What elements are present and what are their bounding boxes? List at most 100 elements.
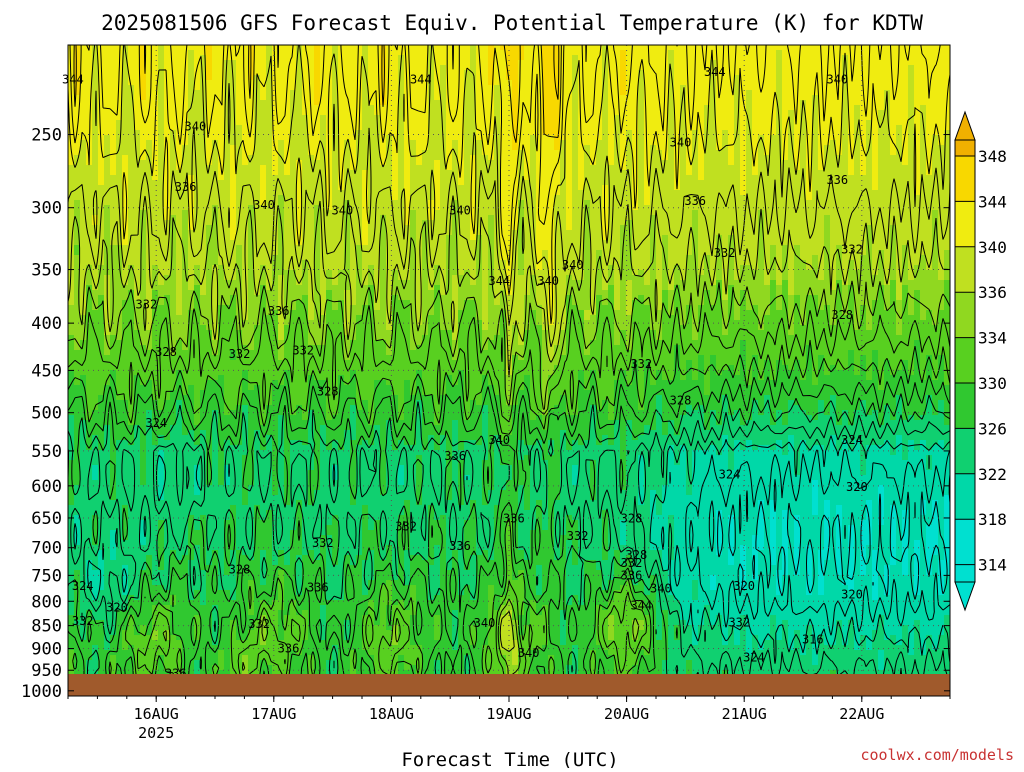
x-tick-label: 17AUG (251, 705, 296, 723)
colorbar-segment (955, 383, 975, 428)
contour-label: 328 (831, 308, 853, 322)
contour-label: 324 (743, 650, 765, 664)
contour-label: 336 (175, 180, 197, 194)
colorbar: 348 344 340 336 334 330 326 322 318 314 (955, 112, 1007, 610)
contour-label: 332 (395, 520, 417, 534)
contour-label: 332 (841, 243, 863, 257)
contour-label: 340 (518, 646, 540, 660)
contour-label: 336 (826, 173, 848, 187)
y-tick-label: 700 (31, 539, 62, 559)
contour-label: 324 (72, 579, 94, 593)
y-tick-label: 850 (31, 617, 62, 637)
y-tick-label: 650 (31, 509, 62, 529)
x-tick-sublabel: 2025 (138, 724, 174, 742)
y-tick-label: 400 (31, 314, 62, 334)
colorbar-bottom-arrow (955, 582, 975, 610)
ground (68, 674, 950, 696)
contour-label: 340 (670, 135, 692, 149)
contour-label: 332 (728, 615, 750, 629)
contour-label: 340 (488, 433, 510, 447)
chart-title: 2025081506 GFS Forecast Equiv. Potential… (101, 11, 923, 35)
y-tick-label: 900 (31, 640, 62, 660)
contour-label: 324 (719, 467, 741, 481)
contour-label: 332 (312, 536, 334, 550)
contour-label: 336 (444, 449, 466, 463)
contour-label: 336 (684, 194, 706, 208)
colorbar-label: 330 (978, 374, 1007, 393)
colorbar-label: 348 (978, 147, 1007, 166)
contour-label: 340 (537, 274, 559, 288)
colorbar-segment (955, 292, 975, 337)
y-tick-label: 950 (31, 661, 62, 681)
contour-label: 328 (155, 345, 177, 359)
contour-label: 332 (229, 347, 251, 361)
contour-label: 332 (136, 298, 158, 312)
colorbar-segment (955, 565, 975, 582)
contour-label: 340 (253, 198, 275, 212)
x-tick-label: 16AUG (134, 705, 179, 723)
contour-label: 320 (841, 588, 863, 602)
contour-label: 320 (733, 579, 755, 593)
contour-label: 332 (248, 617, 270, 631)
contour-label: 320 (846, 480, 868, 494)
y-tick-label: 550 (31, 442, 62, 462)
y-tick-label: 450 (31, 361, 62, 381)
contour-label: 332 (630, 357, 652, 371)
contour-label: 328 (670, 393, 692, 407)
contour-label: 328 (229, 562, 251, 576)
contour-label: 344 (410, 73, 432, 87)
contour-label: 328 (621, 512, 643, 526)
colorbar-top-arrow (955, 112, 975, 140)
colorbar-segment (955, 201, 975, 246)
x-tick-label: 21AUG (722, 705, 767, 723)
x-tick-label: 22AUG (839, 705, 884, 723)
contour-label: 336 (268, 304, 290, 318)
contour-label: 340 (332, 203, 354, 217)
colorbar-segment (955, 156, 975, 201)
colorbar-label: 322 (978, 465, 1007, 484)
y-tick-label: 300 (31, 199, 62, 219)
x-tick-label: 19AUG (486, 705, 531, 723)
y-tick-label: 350 (31, 261, 62, 281)
y-tick-label: 600 (31, 477, 62, 497)
colorbar-segment (955, 519, 975, 564)
contour-label: 340 (474, 616, 496, 630)
contour-label: 340 (562, 258, 584, 272)
contour-label: 344 (630, 598, 652, 612)
contour-label: 328 (317, 384, 339, 398)
contour-label: 320 (106, 600, 128, 614)
colorbar-segment (955, 140, 975, 156)
contour-label: 336 (278, 642, 300, 656)
contour-label: 332 (72, 614, 94, 628)
contour-label: 332 (567, 529, 589, 543)
colorbar-label: 344 (978, 192, 1007, 211)
colorbar-segment (955, 247, 975, 292)
colorbar-label: 314 (978, 556, 1007, 575)
colorbar-segment (955, 338, 975, 383)
x-tick-label: 18AUG (369, 705, 414, 723)
colorbar-label: 318 (978, 510, 1007, 529)
contour-label: 340 (826, 73, 848, 87)
colorbar-label: 340 (978, 238, 1007, 257)
contour-label: 332 (292, 343, 314, 357)
contour-label: 324 (145, 416, 167, 430)
colorbar-label: 334 (978, 329, 1007, 348)
contour-label: 340 (650, 582, 672, 596)
contour-label: 332 (714, 246, 736, 260)
contour-label: 324 (841, 433, 863, 447)
colorbar-label: 336 (978, 283, 1007, 302)
contour-label: 316 (802, 633, 824, 647)
colorbar-segment (955, 474, 975, 519)
colorbar-label: 326 (978, 419, 1007, 438)
credit-text: coolwx.com/models (860, 746, 1014, 764)
contour-label: 336 (449, 539, 471, 553)
x-axis-title: Forecast Time (UTC) (401, 749, 618, 768)
y-tick-label: 800 (31, 592, 62, 612)
y-tick-label: 500 (31, 404, 62, 424)
contour-label: 344 (488, 274, 510, 288)
x-tick-label: 20AUG (604, 705, 649, 723)
contour-label: 340 (449, 203, 471, 217)
